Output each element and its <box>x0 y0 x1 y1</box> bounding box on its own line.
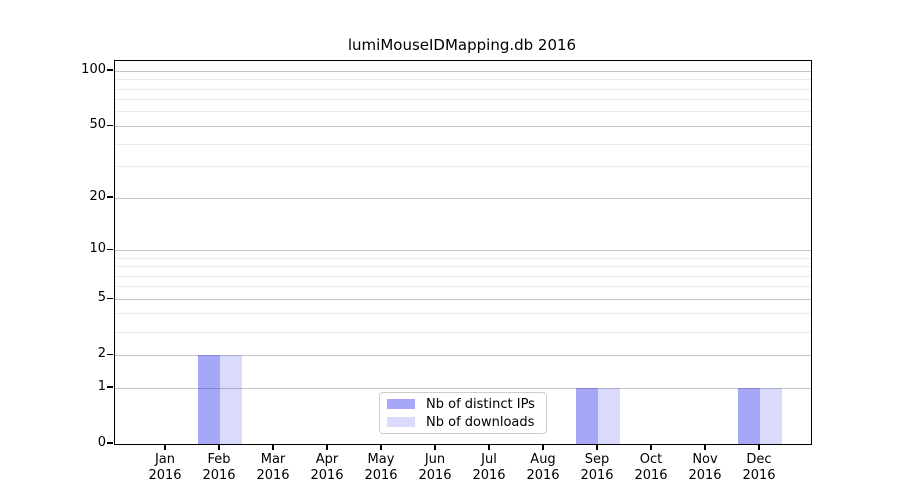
x-axis-tick-mark <box>164 445 166 450</box>
major-gridline <box>115 354 811 356</box>
x-tick-month: Sep <box>584 452 610 467</box>
y-axis-tick-mark <box>107 196 113 198</box>
x-tick-month: Apr <box>315 452 339 467</box>
minor-gridline <box>115 79 811 81</box>
x-tick-month: Jun <box>424 452 446 467</box>
y-axis-tick-mark <box>107 386 113 388</box>
x-tick-year: 2016 <box>526 468 560 483</box>
x-tick-month: Dec <box>746 452 772 467</box>
x-axis-tick-label: Aug 2016 <box>513 452 573 484</box>
bar-nb-of-distinct-ips-feb <box>198 355 220 444</box>
x-axis-tick-mark <box>542 445 544 450</box>
bar-nb-of-distinct-ips-sep <box>576 388 598 444</box>
x-axis-tick-mark <box>650 445 652 450</box>
minor-gridline <box>115 143 811 145</box>
x-axis-tick-mark <box>704 445 706 450</box>
y-axis-tick-label: 10 <box>89 241 106 257</box>
x-axis-tick-label: Jan 2016 <box>135 452 195 484</box>
minor-gridline <box>115 266 811 267</box>
x-axis-tick-label: Jul 2016 <box>459 452 519 484</box>
major-gridline <box>115 125 811 127</box>
x-tick-year: 2016 <box>202 468 236 483</box>
minor-gridline <box>115 257 811 259</box>
x-tick-year: 2016 <box>742 468 776 483</box>
bar-nb-of-downloads-feb <box>220 355 242 444</box>
legend-item-nb-of-downloads: Nb of downloads <box>387 415 539 430</box>
x-axis-tick-mark <box>596 445 598 450</box>
x-tick-month: Oct <box>639 452 663 467</box>
x-axis-tick-label: Sep 2016 <box>567 452 627 484</box>
y-axis-tick-mark <box>107 248 113 251</box>
x-axis-tick-label: Mar 2016 <box>243 452 303 484</box>
x-axis-tick-label: Nov 2016 <box>675 452 735 484</box>
minor-gridline <box>115 275 811 277</box>
x-tick-month: Jan <box>154 452 176 467</box>
y-axis-tick-label: 5 <box>97 290 106 306</box>
y-axis-tick-label: 1 <box>97 379 106 394</box>
legend-label: Nb of downloads <box>426 414 535 430</box>
major-gridline <box>115 298 811 300</box>
legend-swatch-nb-of-distinct-ips <box>387 399 415 409</box>
minor-gridline <box>115 331 811 333</box>
y-axis-tick-label: 50 <box>89 117 106 133</box>
x-tick-month: Nov <box>692 452 718 467</box>
bar-nb-of-downloads-dec <box>760 388 782 444</box>
x-tick-year: 2016 <box>148 468 182 483</box>
x-axis-tick-mark <box>326 445 328 450</box>
y-axis-tick-mark <box>107 69 113 71</box>
major-gridline <box>115 387 811 389</box>
chart-title: lumiMouseIDMapping.db 2016 <box>347 36 577 54</box>
x-axis-tick-label: Jun 2016 <box>405 452 465 484</box>
x-axis-tick-label: May 2016 <box>351 452 411 484</box>
x-tick-year: 2016 <box>580 468 614 483</box>
y-axis-tick-label: 2 <box>97 346 106 362</box>
bar-nb-of-downloads-sep <box>598 388 620 444</box>
legend-swatch-nb-of-downloads <box>387 417 415 427</box>
major-gridline <box>115 70 811 72</box>
minor-gridline <box>115 111 811 113</box>
x-axis-tick-mark <box>380 445 382 450</box>
bar-nb-of-distinct-ips-dec <box>738 388 760 444</box>
x-axis-tick-label: Dec 2016 <box>729 452 789 484</box>
x-tick-year: 2016 <box>418 468 452 483</box>
x-tick-month: Aug <box>530 452 556 467</box>
x-axis-tick-mark <box>218 445 220 450</box>
major-gridline <box>115 249 811 251</box>
minor-gridline <box>115 313 811 315</box>
x-tick-month: May <box>367 452 395 467</box>
minor-gridline <box>115 286 811 288</box>
major-gridline <box>115 197 811 199</box>
y-axis-tick-label: 20 <box>89 189 106 205</box>
y-axis-tick-mark <box>107 353 113 355</box>
x-tick-year: 2016 <box>256 468 290 483</box>
legend: Nb of distinct IPs Nb of downloads <box>379 392 547 434</box>
x-tick-year: 2016 <box>364 468 398 483</box>
x-tick-year: 2016 <box>472 468 506 483</box>
plot-area <box>114 60 812 445</box>
y-axis-tick-mark <box>107 124 113 127</box>
x-tick-month: Mar <box>260 452 286 467</box>
y-axis-tick-label: 100 <box>81 62 106 78</box>
legend-item-nb-of-distinct-ips: Nb of distinct IPs <box>387 397 539 412</box>
minor-gridline <box>115 166 811 168</box>
legend-label: Nb of distinct IPs <box>426 396 535 412</box>
minor-gridline <box>115 99 811 101</box>
x-axis-tick-label: Oct 2016 <box>621 452 681 484</box>
y-axis-tick-mark <box>107 297 113 299</box>
y-axis-tick-label: 0 <box>97 435 106 450</box>
x-axis-tick-mark <box>272 445 274 450</box>
x-tick-year: 2016 <box>634 468 668 483</box>
x-tick-year: 2016 <box>310 468 344 483</box>
y-axis-tick-mark <box>107 442 113 444</box>
x-axis-tick-label: Apr 2016 <box>297 452 357 484</box>
x-tick-year: 2016 <box>688 468 722 483</box>
x-axis-tick-label: Feb 2016 <box>189 452 249 484</box>
x-axis-tick-mark <box>488 445 490 450</box>
x-tick-month: Feb <box>207 452 231 467</box>
minor-gridline <box>115 88 811 90</box>
x-axis-tick-mark <box>434 445 436 450</box>
x-tick-month: Jul <box>481 452 497 467</box>
x-axis-tick-mark <box>758 445 760 450</box>
